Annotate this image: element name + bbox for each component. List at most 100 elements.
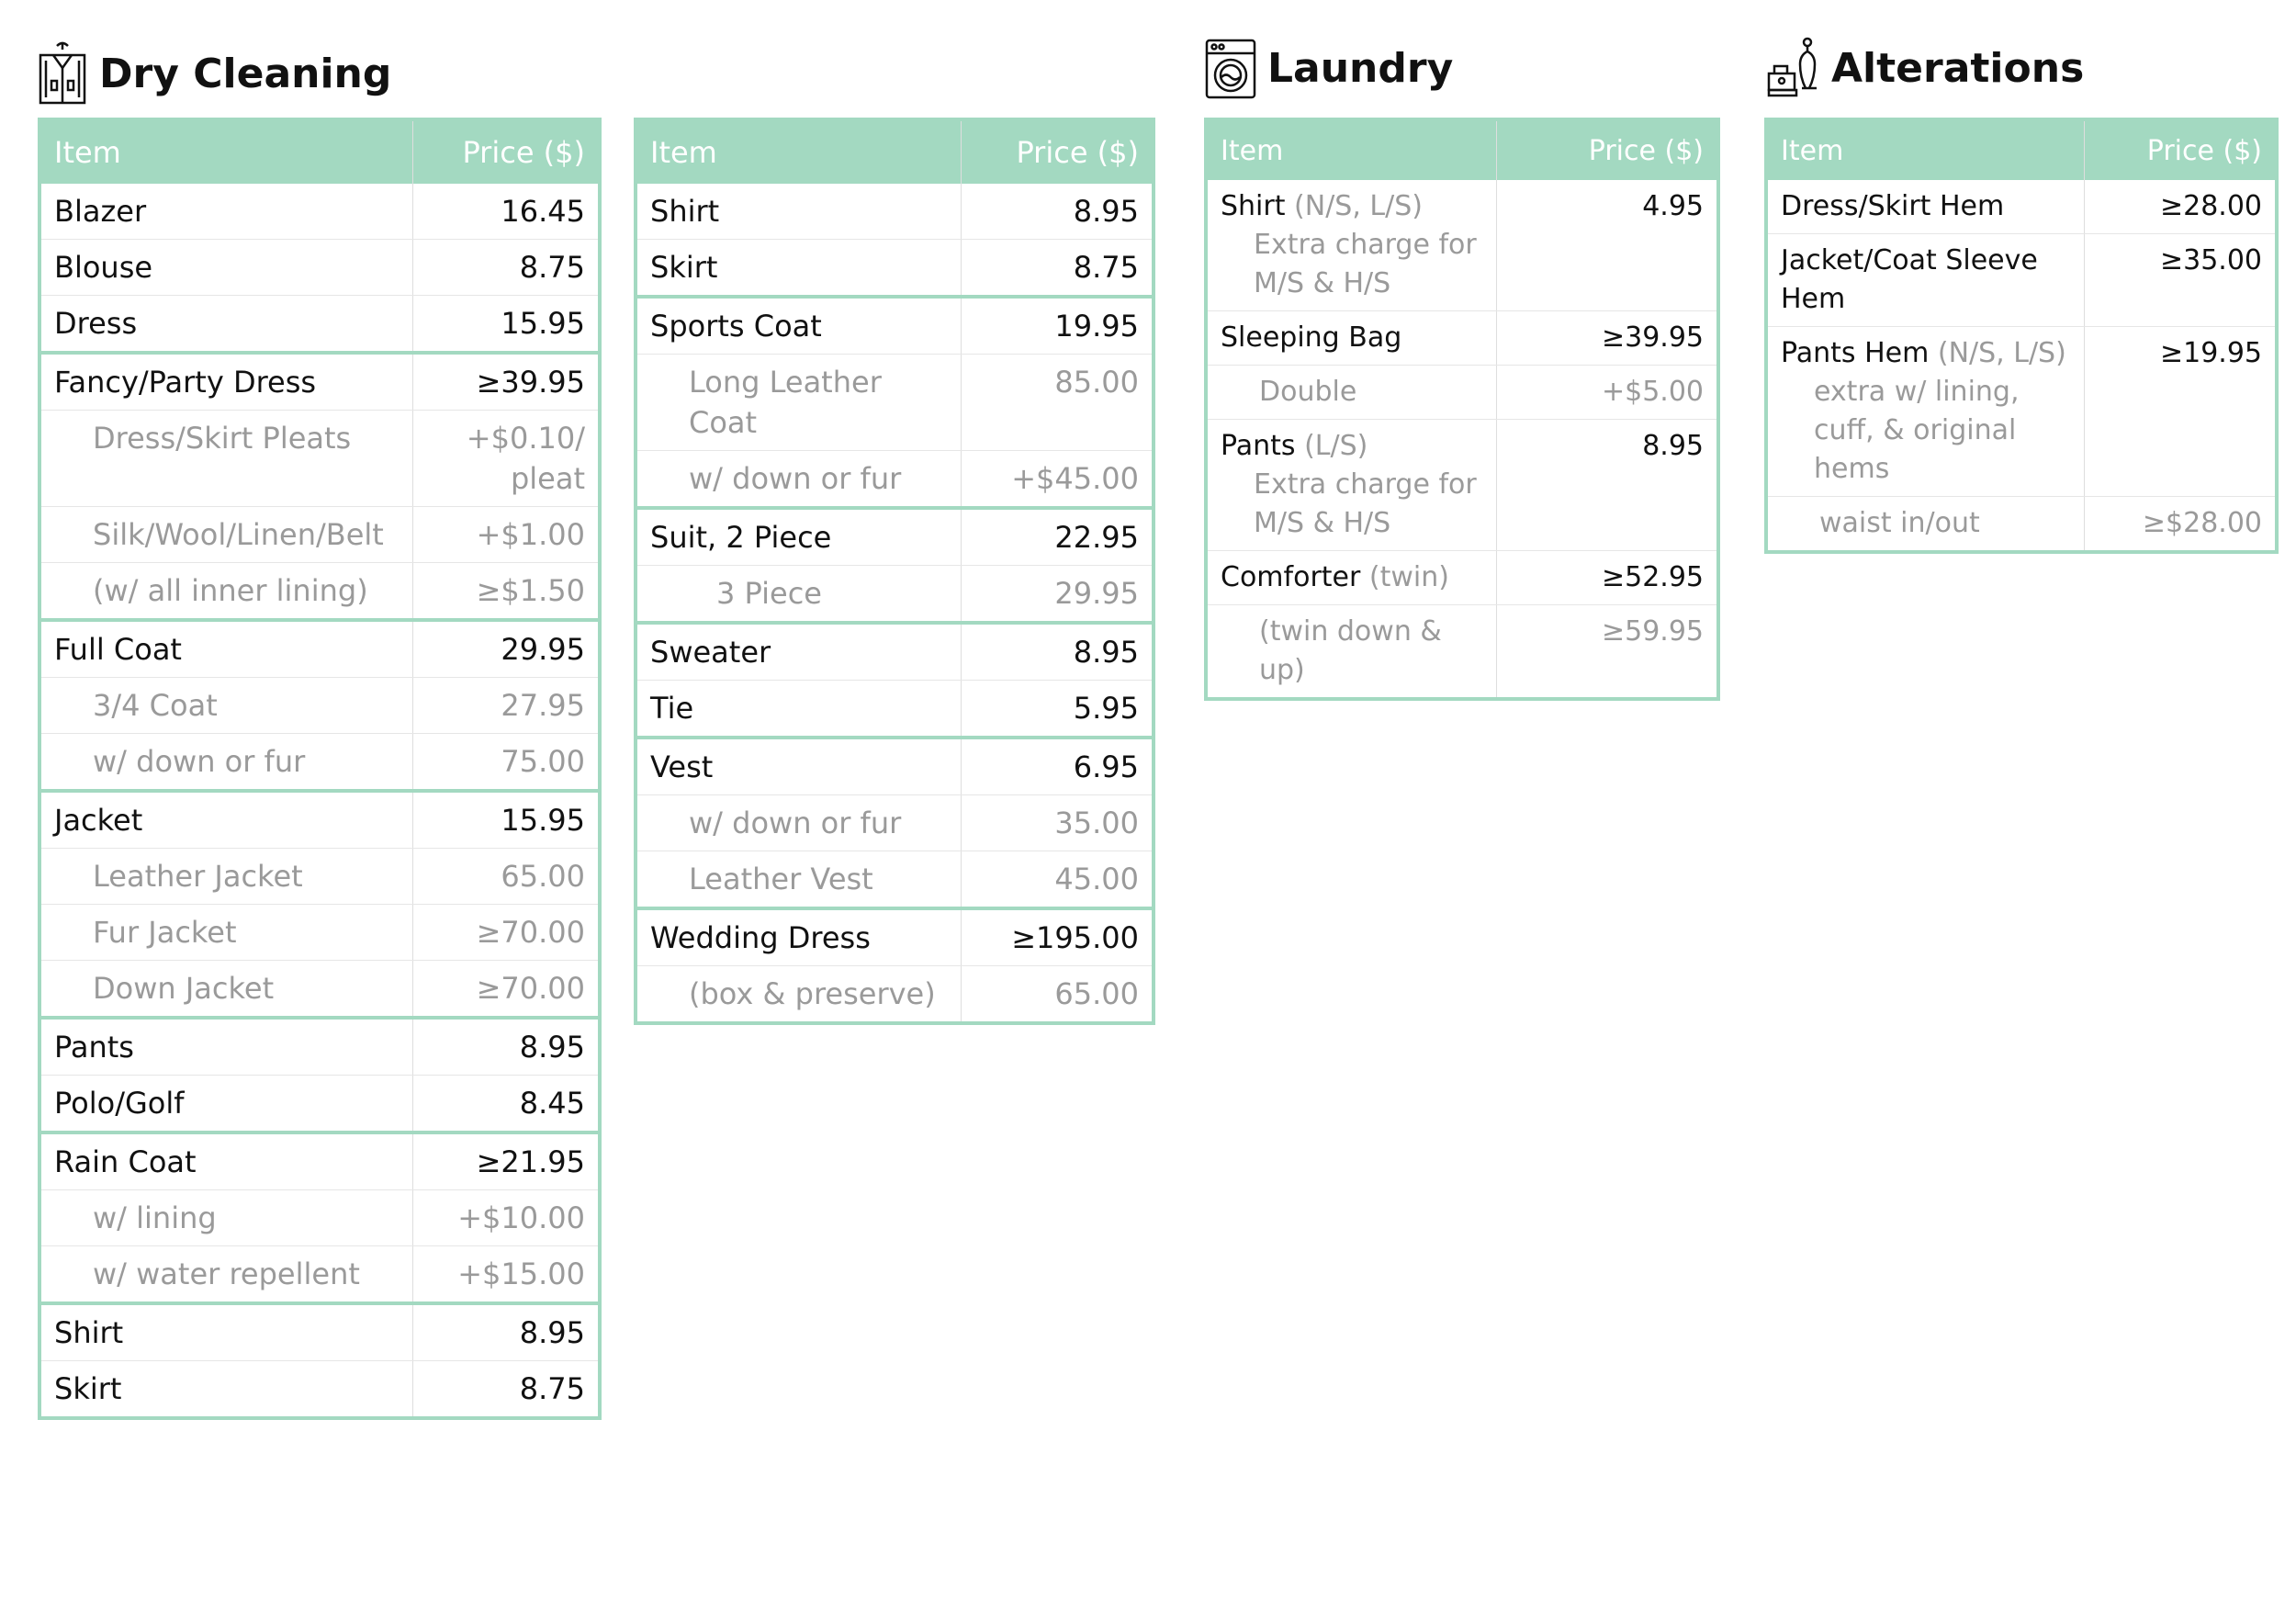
- price-cell: 4.95: [1495, 180, 1718, 311]
- price-cell: 27.95: [411, 677, 600, 734]
- table-row: Double +$5.00: [1206, 365, 1718, 420]
- item-subnote: extra w/ lining, cuff, & original hems: [1814, 376, 2020, 485]
- item-note: (N/S, L/S): [1937, 337, 2066, 369]
- price-cell: ≥70.00: [411, 904, 600, 961]
- price-cell: +$10.00: [411, 1189, 600, 1246]
- item-name: Sports Coat: [650, 309, 822, 344]
- price-column-header: Price ($): [411, 119, 600, 184]
- table-header-row: Item Price ($): [39, 119, 600, 184]
- table-row: Skirt 8.75: [39, 1360, 600, 1419]
- table-row: w/ down or fur 35.00: [636, 794, 1154, 851]
- table-row: (box & preserve) 65.00: [636, 965, 1154, 1024]
- price-cell: 6.95: [960, 736, 1154, 795]
- price-cell: 29.95: [960, 565, 1154, 624]
- table-row: Long Leather Coat 85.00: [636, 354, 1154, 451]
- item-name: 3 Piece: [716, 576, 822, 611]
- section-title-text: Dry Cleaning: [99, 50, 392, 97]
- item-name: Comforter: [1221, 561, 1361, 593]
- dry-cleaning-table-right: Item Price ($) Shirt 8.95 Skirt 8.75 Sports …: [634, 118, 1155, 1025]
- price-cell: ≥70.00: [411, 960, 600, 1019]
- price-cell: 8.75: [411, 1360, 600, 1419]
- item-cell: Silk/Wool/Linen/Belt: [39, 506, 412, 563]
- dry-cleaning-title: Dry Cleaning: [33, 40, 391, 107]
- price-cell: 8.75: [960, 239, 1154, 298]
- alterations-table: Item Price ($) Dress/Skirt Hem ≥28.00 Jack…: [1764, 118, 2279, 554]
- item-cell: Pants Hem (N/S, L/S) extra w/ lining, cuf…: [1766, 326, 2084, 497]
- alterations-title: Alterations: [1765, 35, 2084, 101]
- item-name: Silk/Wool/Linen/Belt: [93, 517, 384, 552]
- item-cell: waist in/out: [1766, 496, 2084, 553]
- table-row: Leather Jacket 65.00: [39, 848, 600, 905]
- table-row: Sports Coat 19.95: [636, 295, 1154, 355]
- item-note: (N/S, L/S): [1294, 190, 1423, 222]
- item-name: waist in/out: [1819, 507, 1980, 539]
- item-name: Fancy/Party Dress: [54, 365, 317, 400]
- price-cell: +$45.00: [960, 450, 1154, 509]
- item-cell: Polo/Golf: [39, 1075, 412, 1133]
- item-cell: Comforter (twin): [1206, 550, 1496, 605]
- item-name: w/ lining: [93, 1200, 217, 1235]
- table-row: Skirt 8.75: [636, 239, 1154, 298]
- price-cell: 45.00: [960, 851, 1154, 909]
- item-column-header: Item: [1766, 119, 2084, 180]
- table-row: Pants Hem (N/S, L/S) extra w/ lining, cuf…: [1766, 326, 2277, 497]
- item-cell: w/ water repellent: [39, 1245, 412, 1304]
- item-name: Down Jacket: [93, 971, 275, 1006]
- item-cell: 3 Piece: [636, 565, 961, 624]
- price-cell: ≥39.95: [1495, 310, 1718, 366]
- item-name: Skirt: [54, 1371, 122, 1406]
- table-row: 3 Piece 29.95: [636, 565, 1154, 624]
- item-name: Full Coat: [54, 632, 182, 667]
- item-cell: Sleeping Bag: [1206, 310, 1496, 366]
- price-cell: +$1.00: [411, 506, 600, 563]
- item-name: Vest: [650, 749, 714, 784]
- table-row: w/ lining +$10.00: [39, 1189, 600, 1246]
- price-cell: 8.95: [411, 1016, 600, 1076]
- item-cell: 3/4 Coat: [39, 677, 412, 734]
- item-name: Polo/Golf: [54, 1086, 185, 1121]
- price-cell: ≥59.95: [1495, 604, 1718, 700]
- price-cell: 8.95: [960, 621, 1154, 681]
- item-cell: Jacket: [39, 789, 412, 849]
- item-name: Leather Vest: [689, 862, 873, 896]
- price-cell: ≥28.00: [2083, 180, 2277, 234]
- washing-machine-icon: [1201, 35, 1260, 101]
- sewing-icon: [1765, 35, 1824, 101]
- price-cell: 15.95: [411, 789, 600, 849]
- table-row: Silk/Wool/Linen/Belt +$1.00: [39, 506, 600, 563]
- price-cell: ≥195.00: [960, 907, 1154, 966]
- price-cell: 85.00: [960, 354, 1154, 451]
- item-cell: Skirt: [636, 239, 961, 298]
- price-column-header: Price ($): [960, 119, 1154, 184]
- table-row: (twin down & up) ≥59.95: [1206, 604, 1718, 700]
- item-cell: w/ down or fur: [39, 733, 412, 792]
- table-row: Fancy/Party Dress ≥39.95: [39, 351, 600, 411]
- table-row: Comforter (twin) ≥52.95: [1206, 550, 1718, 605]
- table-row: Dress 15.95: [39, 295, 600, 354]
- item-name: Skirt: [650, 250, 718, 285]
- dry-cleaning-table-left: Item Price ($) Blazer 16.45 Blouse 8.75 Dres…: [38, 118, 602, 1420]
- table-row: Down Jacket ≥70.00: [39, 960, 600, 1019]
- item-name: Pants: [1221, 430, 1296, 462]
- item-name: Fur Jacket: [93, 915, 237, 950]
- item-name: Blouse: [54, 250, 153, 285]
- item-cell: Double: [1206, 365, 1496, 420]
- item-cell: Shirt: [39, 1301, 412, 1361]
- item-name: Suit, 2 Piece: [650, 520, 832, 555]
- item-column-header: Item: [39, 119, 412, 184]
- item-cell: Jacket/Coat Sleeve Hem: [1766, 233, 2084, 327]
- price-cell: ≥39.95: [411, 351, 600, 411]
- item-cell: Fancy/Party Dress: [39, 351, 412, 411]
- price-cell: 8.95: [1495, 419, 1718, 551]
- table-row: Blazer 16.45: [39, 184, 600, 240]
- laundry-table: Item Price ($) Shirt (N/S, L/S) Extra cha…: [1204, 118, 1720, 701]
- item-cell: Blazer: [39, 184, 412, 240]
- item-cell: Pants (L/S) Extra charge for M/S & H/S: [1206, 419, 1496, 551]
- item-name: Dress/Skirt Hem: [1781, 190, 2005, 222]
- price-cell: +$15.00: [411, 1245, 600, 1304]
- table-header-row: Item Price ($): [1206, 119, 1718, 180]
- price-cell: 65.00: [411, 848, 600, 905]
- item-cell: w/ down or fur: [636, 450, 961, 509]
- item-name: Shirt: [650, 194, 720, 229]
- item-name: Sleeping Bag: [1221, 321, 1402, 354]
